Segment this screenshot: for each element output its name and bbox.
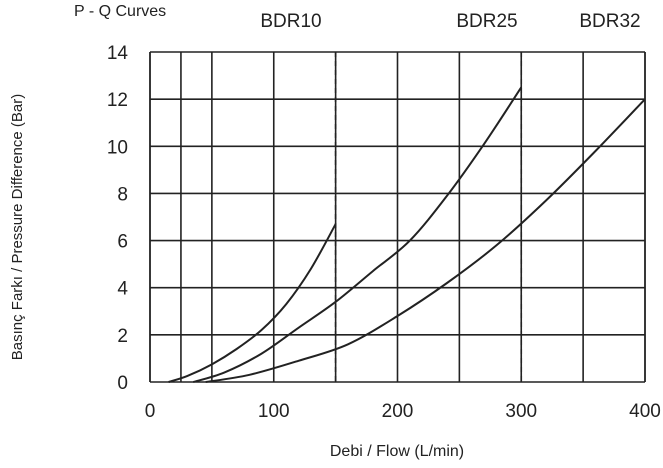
x-tick-label: 0 (145, 401, 156, 422)
x-tick-labels: 0 100 200 300 400 (145, 401, 661, 422)
x-tick-label: 300 (505, 401, 537, 422)
series-line-bdr25 (193, 86, 523, 383)
series-label-bdr10: BDR10 (260, 11, 321, 32)
series-line-bdr32 (205, 98, 646, 383)
chart-title: P - Q Curves (74, 3, 166, 20)
y-tick-labels: 0 2 4 6 8 10 12 14 (107, 43, 129, 394)
y-tick-label: 12 (107, 90, 128, 111)
y-tick-label: 6 (117, 232, 128, 253)
x-axis-label: Debi / Flow (L/min) (330, 443, 464, 460)
series-labels: BDR10 BDR25 BDR32 (260, 11, 640, 32)
series-lines (168, 86, 646, 383)
grid (149, 51, 646, 383)
series-line-bdr10 (168, 223, 337, 383)
x-tick-label: 400 (629, 401, 661, 422)
series-label-bdr32: BDR32 (579, 11, 640, 32)
y-tick-label: 0 (117, 373, 128, 394)
y-tick-label: 14 (107, 43, 129, 64)
y-tick-label: 4 (117, 279, 128, 300)
y-axis-label: Basınç Farkı / Pressure Difference (Bar) (9, 94, 26, 360)
y-tick-label: 2 (117, 326, 128, 347)
x-tick-label: 200 (382, 401, 414, 422)
y-tick-label: 10 (107, 137, 128, 158)
series-label-bdr25: BDR25 (456, 11, 517, 32)
x-tick-label: 100 (258, 401, 290, 422)
y-tick-label: 8 (117, 184, 128, 205)
